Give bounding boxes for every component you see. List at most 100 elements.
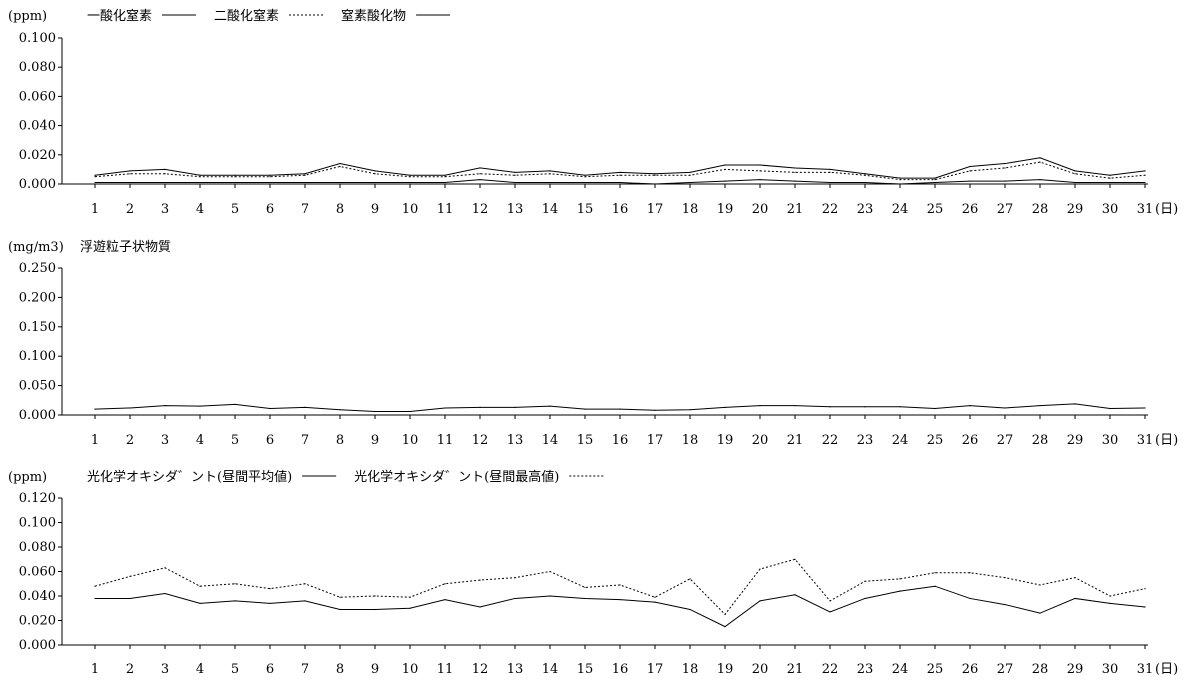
y-tick-label: 0.000 [19, 177, 56, 192]
data-point [1004, 577, 1006, 579]
data-point [94, 597, 96, 600]
y-tick-label: 0.020 [19, 148, 56, 163]
x-tick-label: 24 [892, 433, 909, 448]
data-point [234, 176, 236, 178]
data-point [584, 597, 586, 600]
data-point [934, 177, 936, 179]
x-tick-label: 23 [857, 662, 874, 677]
data-point [864, 597, 866, 600]
data-point [479, 179, 481, 181]
x-tick-label: 1 [91, 202, 99, 217]
data-point [374, 608, 376, 611]
data-point [724, 613, 726, 615]
data-point [234, 583, 236, 585]
y-tick-label: 0.100 [19, 349, 56, 364]
legend-label: 二酸化窒素 [214, 8, 279, 24]
data-point [234, 600, 236, 602]
data-point [444, 599, 446, 601]
data-point [829, 181, 831, 184]
x-tick-label: 13 [507, 433, 524, 448]
data-point [129, 575, 131, 578]
y-tick-label: 0.040 [19, 119, 56, 134]
data-point [654, 174, 656, 176]
data-point [269, 174, 271, 176]
x-tick-label: 17 [647, 433, 664, 448]
data-point [1109, 602, 1111, 604]
data-point [304, 173, 306, 175]
data-point [1074, 173, 1076, 175]
data-point [619, 599, 621, 601]
data-point [689, 181, 691, 184]
y-tick-label: 0.200 [19, 290, 56, 305]
x-tick-label: 9 [371, 662, 379, 677]
data-point [374, 410, 376, 413]
x-tick-label: 30 [1102, 433, 1119, 448]
data-point [1074, 403, 1076, 405]
data-point [234, 181, 236, 184]
data-point [899, 590, 901, 592]
x-tick-label: 7 [301, 662, 309, 677]
y-tick-label: 0.250 [19, 261, 56, 276]
x-tick-label: 4 [196, 433, 204, 448]
x-tick-label: 5 [231, 662, 239, 677]
data-point [969, 170, 971, 172]
unit-label: (ppm) [8, 9, 47, 24]
x-tick-label: 12 [472, 662, 489, 677]
data-point [549, 170, 551, 172]
data-point [409, 176, 411, 178]
x-tick-label: 13 [507, 202, 524, 217]
x-tick-label: 21 [787, 433, 804, 448]
data-point [864, 174, 866, 176]
x-tick-label: 4 [196, 662, 204, 677]
data-point [934, 181, 936, 184]
x-tick-label: 21 [787, 202, 804, 217]
data-point [619, 584, 621, 586]
x-tick-label: 1 [91, 433, 99, 448]
data-point [1004, 167, 1006, 169]
x-tick-label: 7 [301, 433, 309, 448]
data-point [1109, 177, 1111, 179]
data-point [724, 626, 726, 628]
x-tick-label: 20 [752, 662, 769, 677]
x-tick-label: 31 [1137, 433, 1154, 448]
data-point [794, 558, 796, 560]
series-line-1 [94, 403, 1146, 412]
data-point [129, 597, 131, 600]
data-point [934, 407, 936, 410]
data-point [654, 183, 656, 185]
data-point [409, 410, 411, 413]
x-tick-label: 25 [927, 202, 944, 217]
data-point [374, 595, 376, 597]
data-point [1074, 577, 1076, 579]
data-point [1144, 181, 1146, 184]
x-tick-label: 6 [266, 662, 274, 677]
data-point [724, 180, 726, 182]
data-point [899, 183, 901, 185]
data-point [759, 600, 761, 602]
x-tick-label: 8 [336, 202, 344, 217]
data-point [514, 577, 516, 579]
data-point [374, 170, 376, 172]
x-tick-label: 20 [752, 433, 769, 448]
data-point [899, 578, 901, 580]
data-point [794, 180, 796, 182]
x-tick-label: 18 [682, 202, 699, 217]
x-tick-label: 3 [161, 202, 169, 217]
x-tick-label: 16 [612, 662, 629, 677]
data-point [584, 408, 586, 410]
x-tick-label: 10 [402, 433, 419, 448]
x-tick-label: 2 [126, 662, 134, 677]
data-point [199, 174, 201, 176]
data-point [654, 173, 656, 175]
data-point [584, 176, 586, 178]
data-point [304, 583, 306, 585]
data-point [1144, 170, 1146, 172]
series-line-2 [94, 558, 1146, 616]
data-point [1039, 584, 1041, 586]
data-point [689, 578, 691, 580]
data-point [969, 180, 971, 182]
y-tick-label: 0.100 [19, 31, 56, 46]
